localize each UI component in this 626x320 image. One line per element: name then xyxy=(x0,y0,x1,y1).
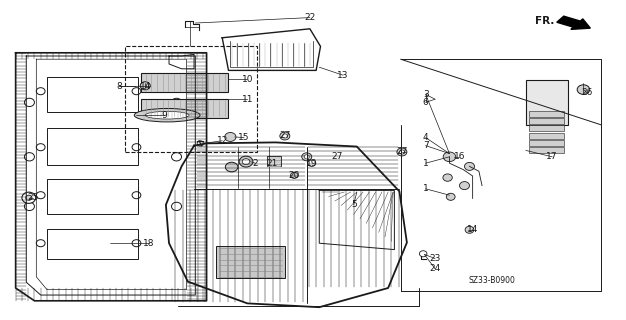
Ellipse shape xyxy=(140,82,150,90)
Text: 21: 21 xyxy=(267,159,278,168)
Ellipse shape xyxy=(22,192,36,204)
Bar xyxy=(529,147,564,153)
Ellipse shape xyxy=(282,134,287,138)
Bar xyxy=(529,118,564,124)
Ellipse shape xyxy=(26,195,32,200)
Ellipse shape xyxy=(459,181,470,189)
Text: 9: 9 xyxy=(161,111,167,120)
Ellipse shape xyxy=(302,153,312,161)
Bar xyxy=(216,246,285,278)
Text: 26: 26 xyxy=(582,88,593,97)
Text: 17: 17 xyxy=(546,152,558,161)
Text: 27: 27 xyxy=(279,132,290,140)
Ellipse shape xyxy=(145,111,189,119)
Bar xyxy=(125,46,257,152)
Text: 16: 16 xyxy=(454,152,465,161)
Text: 27: 27 xyxy=(331,152,342,161)
Ellipse shape xyxy=(397,148,407,156)
Ellipse shape xyxy=(134,108,200,122)
Text: 6: 6 xyxy=(423,98,429,107)
Text: 8: 8 xyxy=(116,82,122,91)
Bar xyxy=(141,73,228,92)
Bar xyxy=(141,99,228,118)
Text: 18: 18 xyxy=(143,239,155,248)
Text: 5: 5 xyxy=(351,200,357,209)
Bar xyxy=(529,140,564,146)
Text: 14: 14 xyxy=(140,82,151,91)
Bar xyxy=(47,128,138,165)
Ellipse shape xyxy=(242,158,250,164)
Text: 3: 3 xyxy=(423,90,429,99)
Bar xyxy=(526,80,568,125)
Bar xyxy=(267,156,281,166)
Bar xyxy=(47,179,138,214)
Bar xyxy=(47,77,138,112)
Ellipse shape xyxy=(225,162,238,172)
Ellipse shape xyxy=(443,174,452,181)
Text: 20: 20 xyxy=(289,171,300,180)
Text: 15: 15 xyxy=(239,133,250,142)
Ellipse shape xyxy=(446,193,455,200)
Ellipse shape xyxy=(280,132,290,140)
Bar xyxy=(529,111,564,117)
Ellipse shape xyxy=(443,152,456,162)
Text: 10: 10 xyxy=(242,75,253,84)
Text: FR.: FR. xyxy=(535,16,554,26)
Text: 11: 11 xyxy=(242,95,253,104)
Text: 19: 19 xyxy=(306,159,317,168)
FancyArrow shape xyxy=(557,16,590,29)
Ellipse shape xyxy=(225,132,236,141)
Text: 25: 25 xyxy=(27,193,38,202)
Ellipse shape xyxy=(304,155,309,159)
Text: 23: 23 xyxy=(429,254,441,263)
Bar xyxy=(529,125,564,131)
Text: 7: 7 xyxy=(423,141,429,150)
Bar xyxy=(529,133,564,139)
Text: 22: 22 xyxy=(304,13,316,22)
Text: 1: 1 xyxy=(423,184,429,193)
Text: SZ33-B0900: SZ33-B0900 xyxy=(468,276,515,285)
Text: 2: 2 xyxy=(253,159,258,168)
Ellipse shape xyxy=(465,226,474,233)
Text: 4: 4 xyxy=(423,133,428,142)
Ellipse shape xyxy=(239,156,253,167)
Text: 27: 27 xyxy=(396,148,408,156)
Text: 12: 12 xyxy=(217,136,228,145)
Bar xyxy=(47,229,138,259)
Ellipse shape xyxy=(290,172,298,179)
Text: 24: 24 xyxy=(429,264,441,273)
Text: 13: 13 xyxy=(337,71,349,80)
Ellipse shape xyxy=(399,150,404,154)
Ellipse shape xyxy=(307,160,316,166)
Text: 14: 14 xyxy=(467,225,478,234)
Ellipse shape xyxy=(464,163,475,170)
Text: 1: 1 xyxy=(423,159,429,168)
Ellipse shape xyxy=(577,85,590,94)
